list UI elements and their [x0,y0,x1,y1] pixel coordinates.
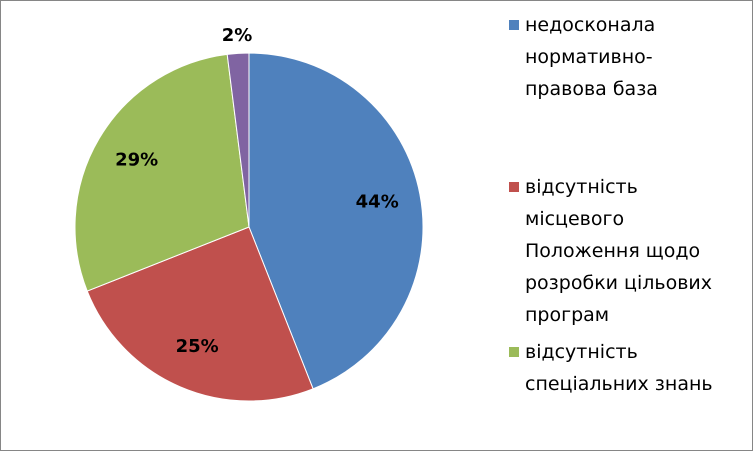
legend-swatch [509,20,519,30]
pie-slice [248,52,424,390]
data-label: 44% [356,192,399,213]
legend-entry: відсутність спеціальних знань [509,336,734,400]
legend-label: відсутність місцевого Положення щодо роз… [525,176,713,326]
legend-label: відсутність спеціальних знань [525,341,713,395]
pie-slice [226,52,250,228]
data-label: 25% [176,336,219,357]
legend-swatch [509,182,519,192]
legend-entry: відсутність місцевого Положення щодо роз… [509,171,734,331]
legend-entry: недосконала нормативно-правова база [509,9,734,105]
pie-slice [74,53,250,292]
pie-slice [86,226,314,402]
legend-swatch [509,347,519,357]
data-label: 2% [222,25,253,46]
legend-label: недосконала нормативно-правова база [525,14,658,100]
data-label: 29% [115,150,158,171]
